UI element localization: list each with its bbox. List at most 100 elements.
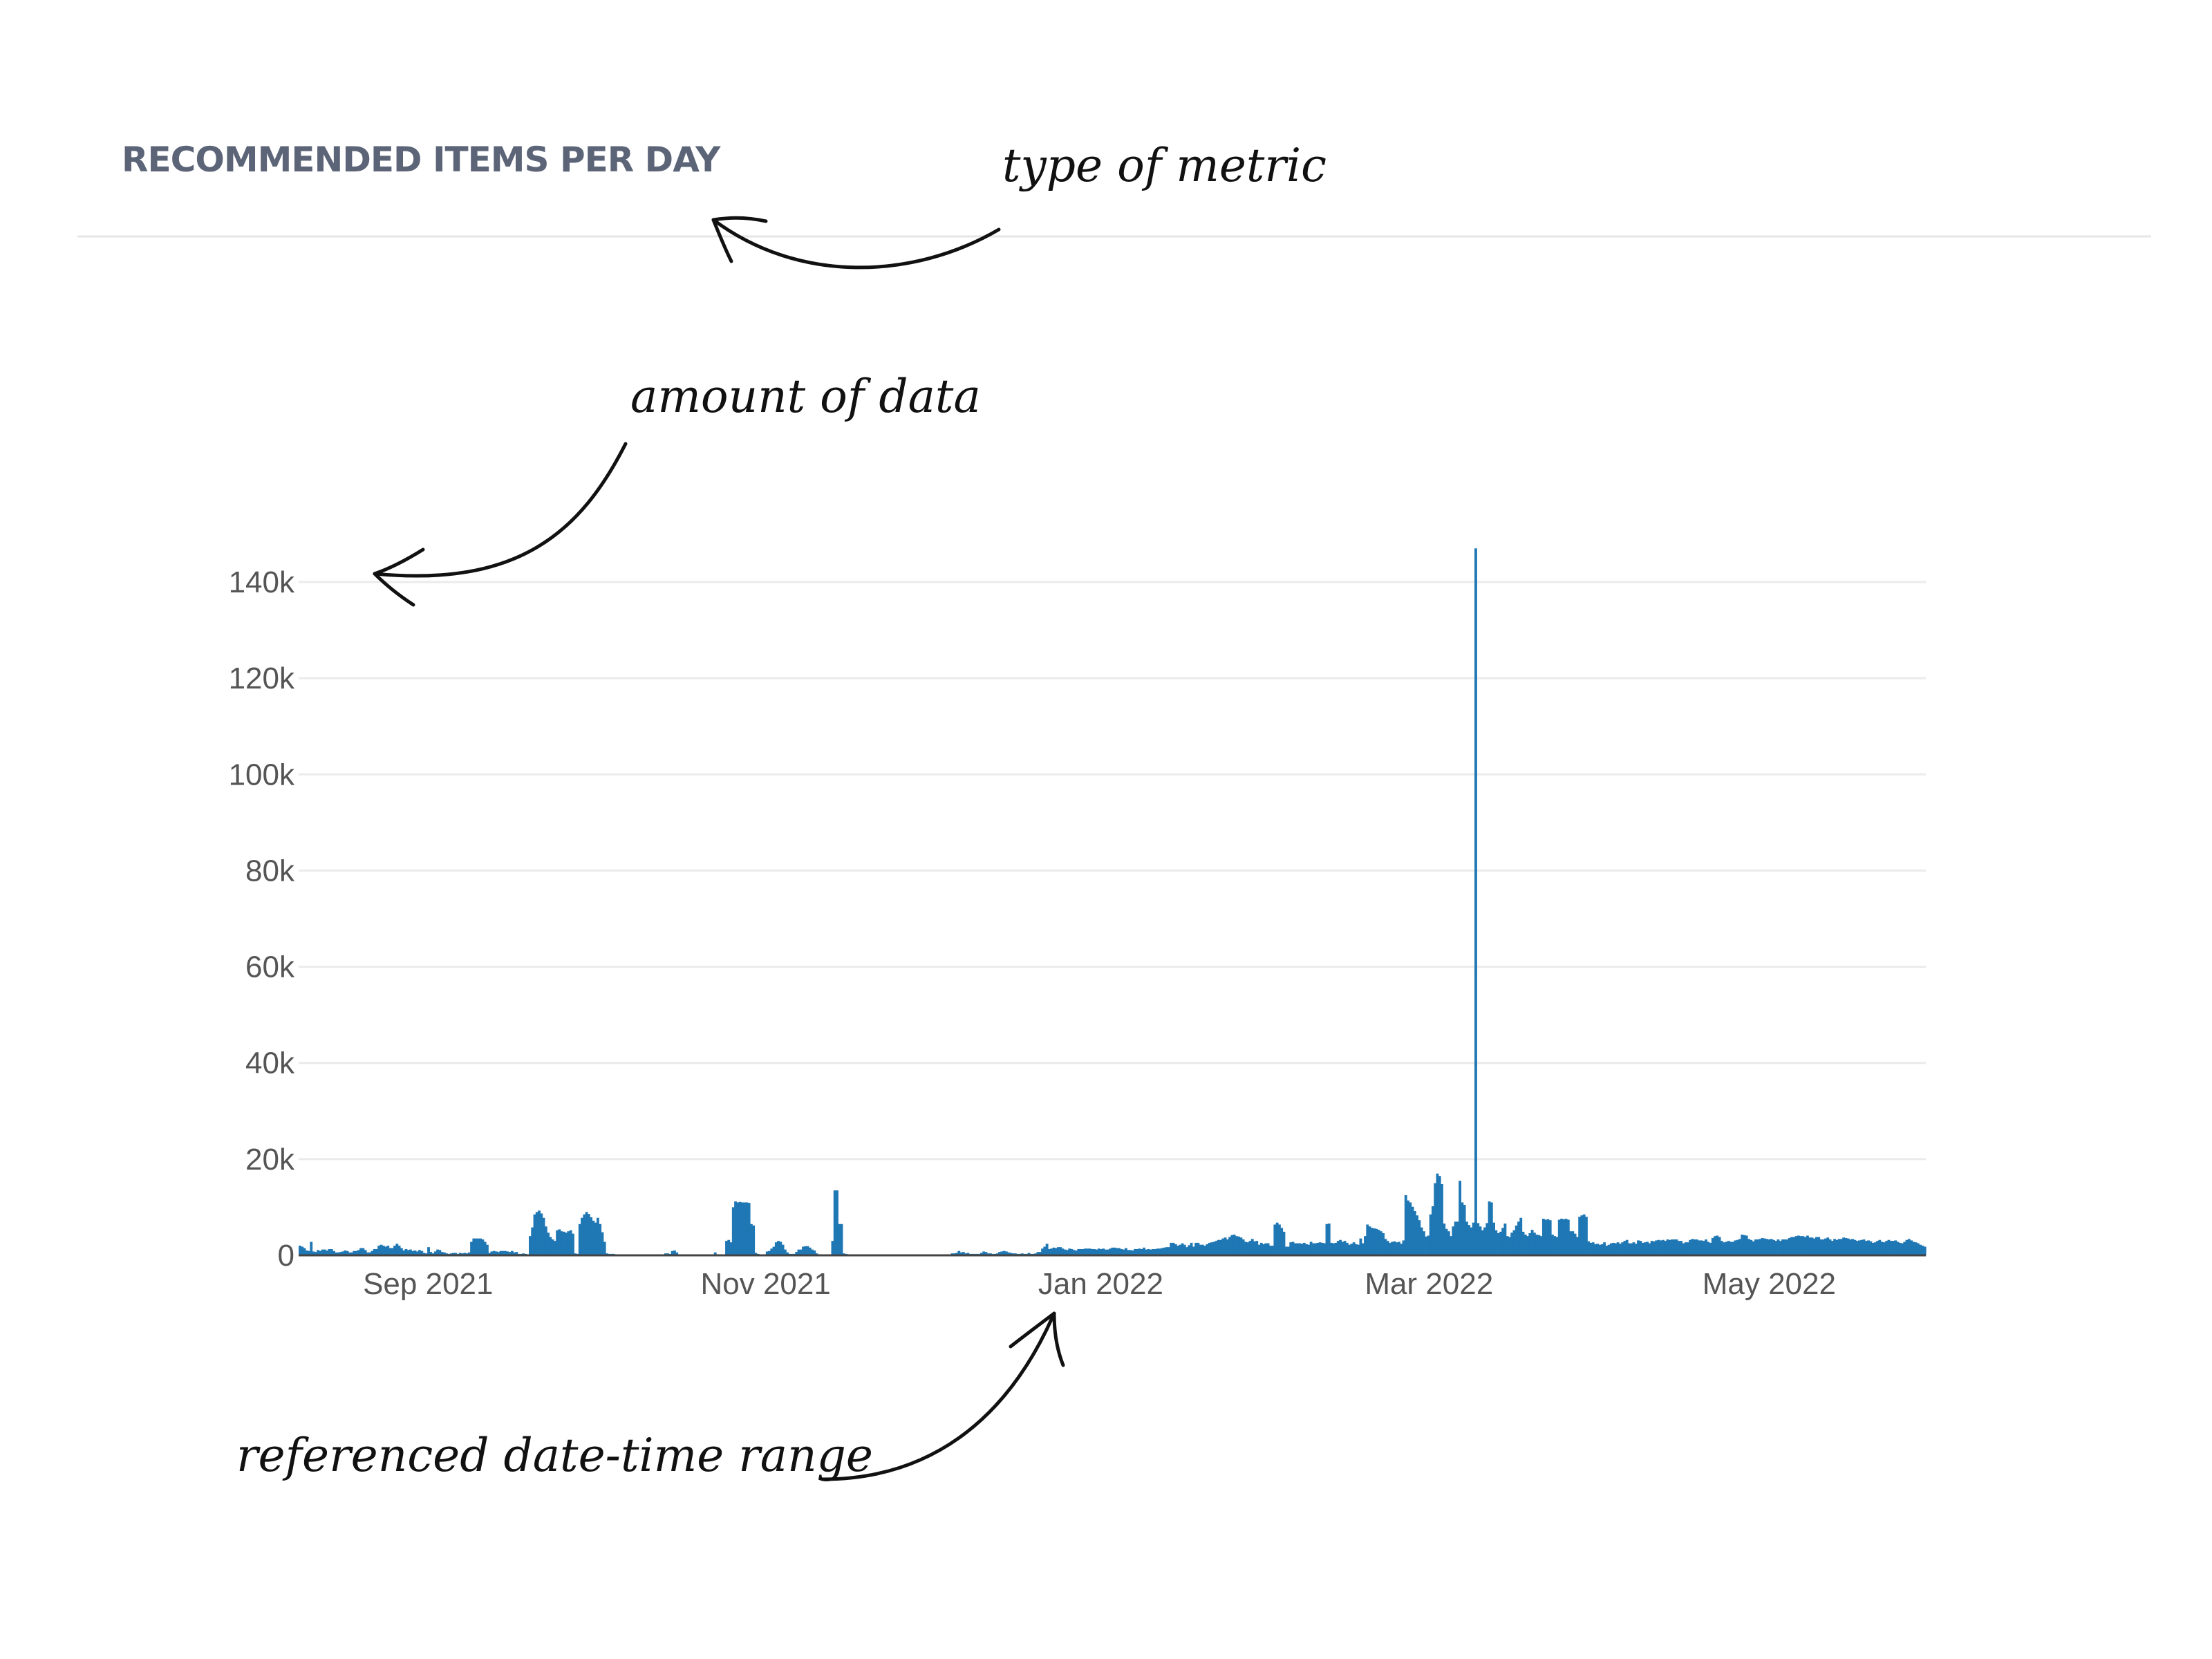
bar xyxy=(1878,1239,1882,1255)
bar xyxy=(585,1212,588,1255)
bar xyxy=(1488,1201,1491,1255)
bar xyxy=(1411,1206,1414,1255)
bar xyxy=(1434,1183,1437,1255)
bar xyxy=(1526,1236,1529,1255)
bar xyxy=(1810,1237,1814,1255)
bar xyxy=(1384,1239,1387,1255)
bar xyxy=(1302,1242,1306,1255)
bar xyxy=(1628,1243,1631,1255)
bar xyxy=(341,1251,344,1255)
bar xyxy=(1828,1239,1832,1255)
bar xyxy=(1061,1248,1065,1255)
bar xyxy=(1648,1243,1651,1255)
bar xyxy=(1097,1248,1100,1255)
y-tick-label: 80k xyxy=(245,854,295,888)
y-tick-label: 40k xyxy=(245,1047,295,1080)
bar xyxy=(366,1252,369,1255)
bar xyxy=(1571,1231,1575,1255)
bar xyxy=(1477,1223,1480,1255)
bar xyxy=(1910,1240,1913,1255)
bar xyxy=(1472,1222,1475,1255)
bar xyxy=(1407,1200,1409,1255)
bar xyxy=(1208,1242,1211,1255)
bar xyxy=(982,1251,986,1255)
bar xyxy=(470,1241,473,1255)
bar xyxy=(1382,1233,1385,1255)
bar xyxy=(1004,1251,1008,1255)
bar xyxy=(1002,1250,1006,1255)
bar xyxy=(840,1224,843,1255)
bar xyxy=(1228,1237,1231,1255)
bar xyxy=(1118,1248,1121,1255)
bar xyxy=(1088,1248,1091,1255)
bar xyxy=(1646,1241,1649,1255)
bar xyxy=(713,1252,717,1255)
bar xyxy=(506,1251,509,1255)
bar xyxy=(1452,1226,1455,1255)
bar xyxy=(725,1241,728,1255)
bar xyxy=(590,1217,593,1255)
bar xyxy=(1368,1226,1371,1255)
bar xyxy=(1668,1239,1671,1255)
bar xyxy=(1325,1224,1329,1255)
bar xyxy=(1564,1219,1568,1255)
bar xyxy=(348,1252,351,1255)
bar xyxy=(1912,1241,1915,1255)
bar xyxy=(1860,1239,1864,1255)
bar xyxy=(1844,1237,1848,1255)
y-tick-label: 20k xyxy=(245,1143,295,1177)
bar xyxy=(308,1250,310,1255)
bar xyxy=(1075,1250,1078,1255)
bar xyxy=(1919,1244,1922,1255)
bar xyxy=(581,1217,583,1255)
bar xyxy=(1528,1233,1532,1255)
bar xyxy=(671,1250,674,1255)
bar xyxy=(332,1250,335,1255)
bar xyxy=(1050,1248,1053,1255)
bar xyxy=(1250,1239,1254,1255)
bar xyxy=(542,1217,545,1255)
bar xyxy=(1506,1236,1509,1255)
bar xyxy=(1425,1236,1428,1255)
bar xyxy=(364,1250,367,1255)
bar xyxy=(1548,1220,1552,1255)
bar xyxy=(804,1246,807,1255)
bar xyxy=(1172,1242,1175,1255)
bar xyxy=(1914,1242,1918,1255)
bar xyxy=(596,1217,599,1255)
bar xyxy=(1343,1241,1347,1255)
bar xyxy=(1093,1248,1096,1255)
bar xyxy=(1084,1248,1087,1255)
bar xyxy=(1639,1241,1642,1255)
bar xyxy=(1057,1247,1060,1255)
bar xyxy=(375,1248,378,1255)
bar xyxy=(1293,1243,1297,1255)
bar xyxy=(1580,1215,1584,1255)
annotation-amount-arrowhead xyxy=(373,547,425,607)
bar xyxy=(1393,1241,1396,1255)
bar xyxy=(1659,1240,1662,1255)
bar xyxy=(538,1210,541,1255)
bar xyxy=(1569,1231,1572,1255)
bar xyxy=(1266,1243,1270,1255)
bar xyxy=(1443,1224,1446,1255)
bar xyxy=(1248,1241,1252,1255)
bar xyxy=(1530,1230,1534,1255)
bar xyxy=(1127,1250,1130,1255)
bar xyxy=(544,1226,547,1255)
bar xyxy=(1373,1228,1376,1255)
bar xyxy=(1923,1246,1927,1255)
bar xyxy=(1244,1241,1247,1255)
bar xyxy=(1391,1241,1394,1255)
bar xyxy=(1533,1232,1536,1255)
bar xyxy=(1566,1219,1570,1255)
bar xyxy=(420,1250,424,1255)
bar xyxy=(1170,1242,1173,1255)
bar xyxy=(1562,1219,1566,1255)
bar xyxy=(1662,1239,1665,1255)
bar xyxy=(1147,1248,1150,1255)
bar xyxy=(350,1252,353,1255)
annotation-range-arrow xyxy=(821,1311,1056,1481)
bar xyxy=(1541,1219,1545,1255)
bar xyxy=(1038,1252,1042,1255)
